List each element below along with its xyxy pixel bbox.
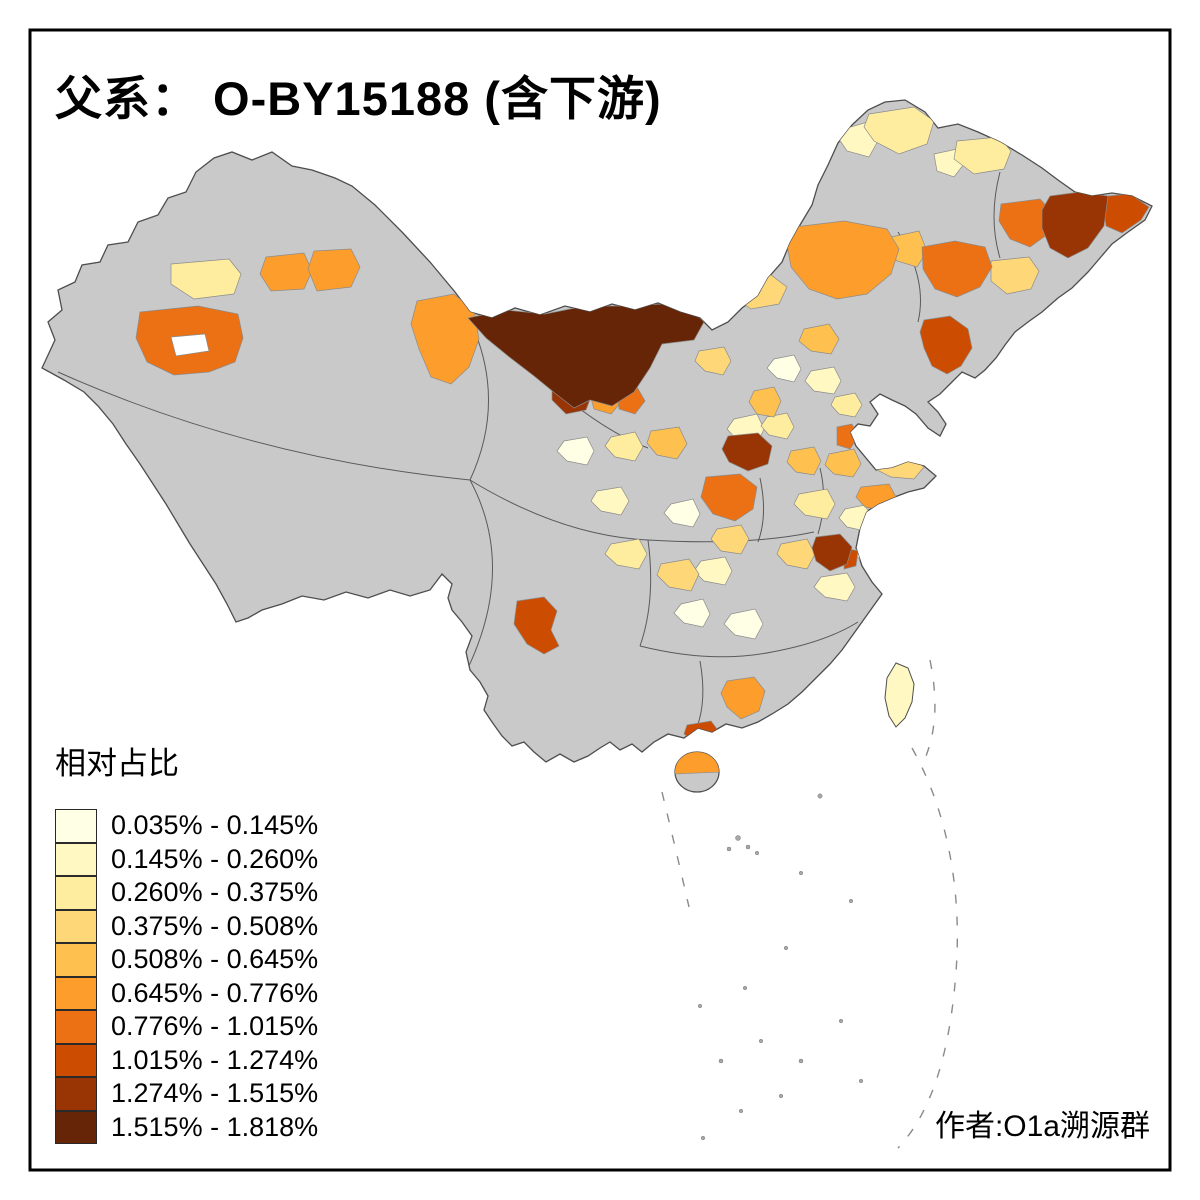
legend-item: 1.274% - 1.515% — [55, 1077, 318, 1111]
map-region — [590, 486, 630, 516]
legend-swatch — [55, 842, 97, 876]
map-region — [824, 448, 862, 478]
map-title: 父系： O-BY15188 (含下游) — [55, 72, 662, 125]
map-region — [760, 412, 795, 440]
map-region — [813, 572, 856, 602]
legend-item: 0.145% - 0.260% — [55, 842, 319, 876]
map-region — [694, 346, 732, 376]
map-region — [259, 252, 313, 292]
legend-swatch — [55, 909, 97, 943]
sea-islands — [697, 793, 864, 1141]
map-region — [786, 220, 900, 300]
legend-label: 1.274% - 1.515% — [111, 1078, 319, 1109]
map-region — [721, 432, 773, 472]
map-region — [804, 366, 842, 395]
map-region — [863, 106, 935, 155]
legend-label: 1.515% - 1.818% — [111, 1111, 319, 1142]
map-region — [766, 354, 802, 383]
map-regions-bin-8 — [551, 191, 1109, 572]
legend-label: 0.776% - 1.015% — [111, 1011, 319, 1042]
map-region — [990, 256, 1040, 295]
map-region — [1103, 193, 1150, 234]
map-region — [776, 538, 816, 570]
legend: 相对占比 0.035% - 0.145% 0.145% - 0.260% 0.2… — [55, 738, 318, 1144]
legend-swatch — [55, 876, 97, 910]
legend-item: 0.645% - 0.776% — [55, 976, 319, 1010]
map-region — [307, 248, 361, 292]
legend-label: 0.035% - 0.145% — [111, 810, 319, 841]
legend-item: 1.015% - 1.274% — [55, 1043, 319, 1077]
map-region — [919, 315, 973, 375]
map-regions-bin-4 — [646, 230, 928, 478]
legend-label: 1.015% - 1.274% — [111, 1044, 319, 1075]
map-region — [646, 426, 688, 460]
map-region — [556, 436, 595, 466]
map-region — [663, 498, 701, 528]
legend-item: 0.375% - 0.508% — [55, 909, 319, 943]
map-region — [700, 473, 758, 522]
map-region — [720, 676, 766, 720]
map-region — [170, 258, 242, 300]
legend-title: 相对占比 — [55, 746, 179, 781]
map-region — [513, 596, 560, 655]
map-region — [798, 323, 840, 355]
map-region — [786, 446, 822, 476]
map-region — [710, 524, 750, 555]
legend-swatch — [55, 976, 97, 1010]
map-region-hole — [170, 333, 210, 357]
legend-swatch — [55, 1110, 97, 1144]
legend-item: 0.508% - 0.645% — [55, 943, 318, 977]
map-region — [673, 598, 711, 628]
legend-label: 0.260% - 0.375% — [111, 877, 319, 908]
legend-item: 0.260% - 0.375% — [55, 876, 318, 910]
figure-frame — [28, 28, 1172, 1172]
map-regions-bin-5 — [259, 220, 905, 720]
legend-label: 0.145% - 0.260% — [111, 843, 319, 874]
legend-item: 0.035% - 0.145% — [55, 809, 318, 843]
map-region — [862, 516, 905, 550]
map-region — [921, 240, 993, 298]
map-region — [793, 488, 836, 520]
legend-swatch — [55, 1010, 97, 1044]
china-mainland — [41, 99, 1153, 763]
legend-swatch — [55, 1043, 97, 1077]
map-region — [656, 558, 700, 592]
map-region — [604, 431, 644, 462]
map-regions-bin-0 — [556, 354, 889, 640]
legend-swatch — [55, 809, 97, 843]
map-region — [830, 392, 863, 418]
south-china-sea-dashes — [661, 659, 959, 1149]
legend-swatch — [55, 1077, 97, 1111]
map-region — [998, 198, 1053, 248]
taiwan-island — [884, 662, 915, 728]
author-credit: 作者:O1a溯源群 — [934, 1110, 1150, 1143]
map-region — [748, 386, 782, 418]
map-region — [604, 538, 648, 570]
legend-label: 0.645% - 0.776% — [111, 977, 319, 1008]
legend-item: 0.776% - 1.015% — [55, 1010, 318, 1044]
map-region — [811, 533, 853, 572]
legend-swatch — [55, 943, 97, 977]
legend-label: 0.375% - 0.508% — [111, 910, 319, 941]
map-region — [723, 608, 764, 640]
legend-item: 1.515% - 1.818% — [55, 1110, 319, 1144]
legend-label: 0.508% - 0.645% — [111, 944, 319, 975]
